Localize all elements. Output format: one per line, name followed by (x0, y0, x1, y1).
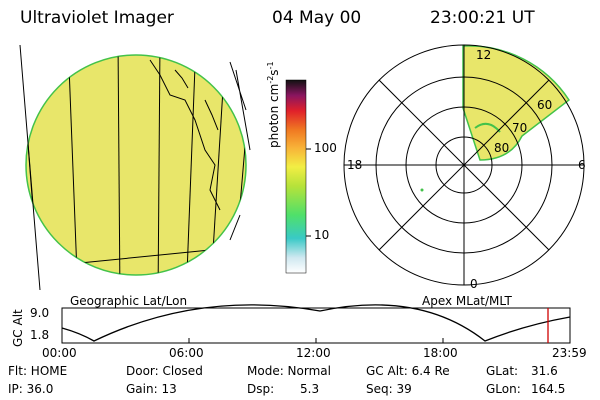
mlat-label-60: 60 (537, 98, 553, 112)
dsp-value: 5.3 (300, 382, 320, 396)
seq-status: Seq: 39 (366, 382, 412, 396)
alt-xtick-0600: 06:00 (169, 346, 204, 360)
mlat-label-80: 80 (494, 141, 510, 155)
polar-plot (343, 44, 585, 286)
glat-label: GLat: (486, 364, 519, 378)
colorbar-unit-label: photon cm-2s-1 (266, 61, 281, 148)
glon-label: GLon: (486, 382, 521, 396)
date-label: 04 May 00 (272, 8, 362, 28)
flight-status: Flt: HOME (8, 364, 68, 378)
mode-status: Mode: Normal (247, 364, 331, 378)
mlt-label-6: 6 (578, 158, 586, 172)
alt-xtick-1800: 18:00 (423, 346, 458, 360)
alt-ytick-9: 9.0 (30, 306, 50, 320)
earth-disc (19, 44, 251, 291)
glat-value: 31.6 (531, 364, 558, 378)
alt-xtick-0000: 00:00 (42, 346, 77, 360)
colorbar (285, 79, 307, 274)
door-status: Door: Closed (126, 364, 203, 378)
alt-ylabel: GC Alt (11, 309, 25, 347)
geographic-label: Geographic Lat/Lon (70, 294, 188, 308)
alt-xtick-2359: 23:59 (552, 346, 587, 360)
mlat-label-70: 70 (512, 121, 528, 135)
instrument-title: Ultraviolet Imager (20, 8, 174, 28)
gain-status: Gain: 13 (126, 382, 177, 396)
alt-xtick-1200: 12:00 (296, 346, 331, 360)
apex-label: Apex MLat/MLT (422, 294, 512, 308)
mlt-label-18: 18 (347, 158, 363, 172)
mlt-label-0: 0 (470, 277, 478, 291)
mlt-label-12: 12 (476, 48, 492, 62)
gc-alt-status: GC Alt: 6.4 Re (366, 364, 450, 378)
time-label: 23:00:21 UT (430, 8, 535, 28)
altitude-plot (61, 304, 571, 344)
alt-ytick-1-8: 1.8 (30, 328, 50, 342)
ip-status: IP: 36.0 (8, 382, 54, 396)
glon-value: 164.5 (531, 382, 566, 396)
dsp-label: Dsp: (247, 382, 275, 396)
colorbar-tick-10: 10 (314, 228, 330, 242)
colorbar-tick-100: 100 (314, 141, 337, 155)
